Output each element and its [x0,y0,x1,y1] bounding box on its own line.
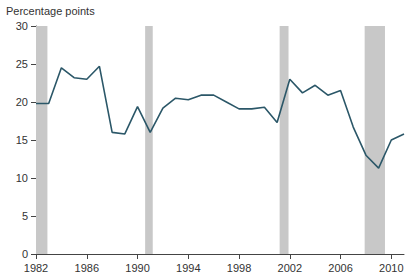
svg-text:1998: 1998 [227,262,251,274]
svg-text:2002: 2002 [278,262,302,274]
svg-text:5: 5 [22,210,28,222]
svg-text:1994: 1994 [176,262,200,274]
svg-text:20: 20 [16,96,28,108]
svg-text:1990: 1990 [125,262,149,274]
svg-text:10: 10 [16,172,28,184]
svg-text:15: 15 [16,134,28,146]
svg-text:25: 25 [16,58,28,70]
svg-text:1982: 1982 [24,262,48,274]
svg-text:2006: 2006 [328,262,352,274]
svg-text:Percentage points: Percentage points [6,5,95,17]
svg-text:0: 0 [22,248,28,260]
svg-text:30: 30 [16,20,28,32]
svg-text:1986: 1986 [75,262,99,274]
svg-text:2010: 2010 [379,262,403,274]
